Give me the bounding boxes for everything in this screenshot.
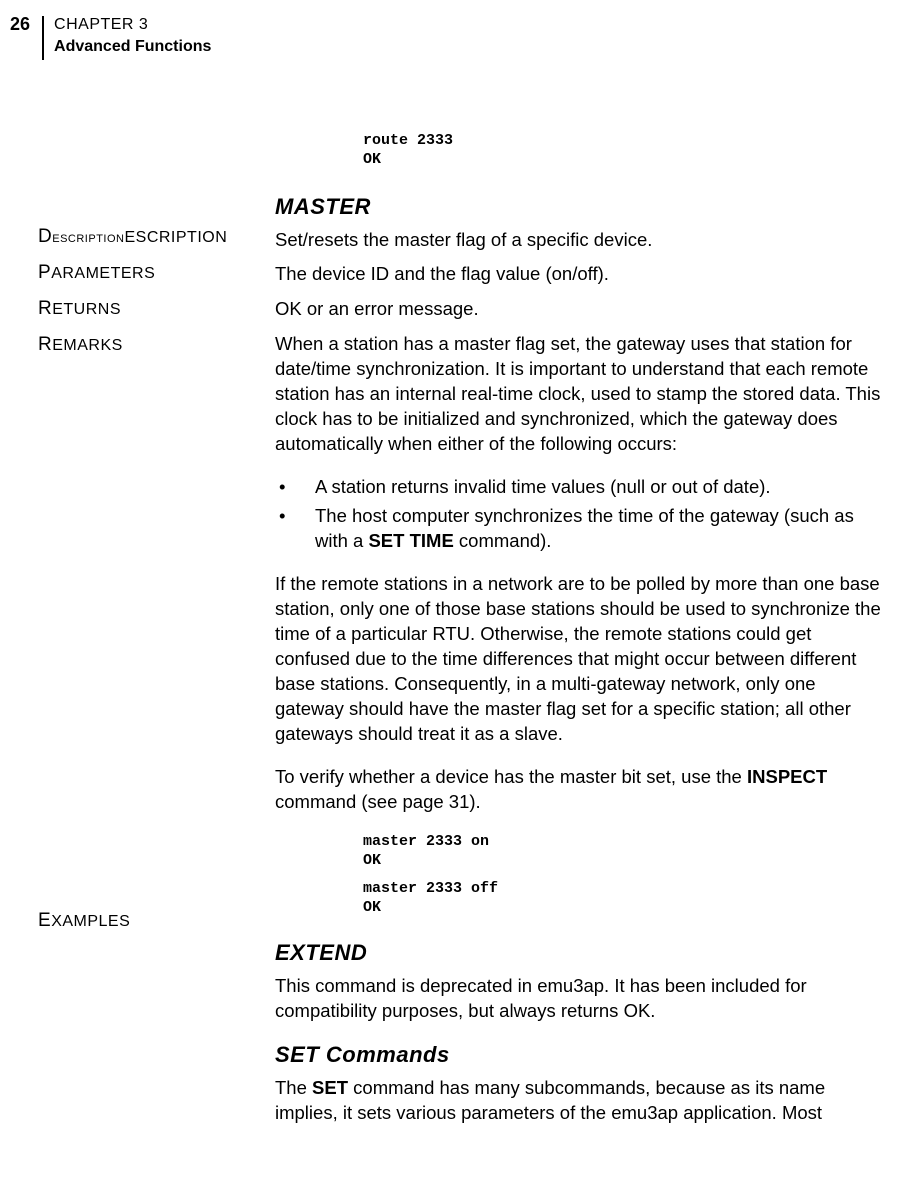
remarks-label: REMARKS: [38, 334, 258, 356]
page-number: 26: [0, 14, 42, 36]
remarks-p3: To verify whether a device has the maste…: [275, 765, 889, 815]
remarks-bullets: A station returns invalid time values (n…: [275, 475, 889, 554]
example-code-1: master 2333 on OK: [363, 833, 889, 871]
chapter-title: Advanced Functions: [54, 36, 211, 58]
set-commands-heading: SET Commands: [275, 1042, 889, 1068]
extend-heading: EXTEND: [275, 940, 889, 966]
remarks-bullet-1: A station returns invalid time values (n…: [275, 475, 889, 500]
returns-label: RETURNS: [38, 298, 258, 320]
set-bold: SET: [312, 1077, 348, 1098]
set-time-bold: SET TIME: [368, 530, 453, 551]
description-label: DescriptionESCRIPTION: [38, 226, 258, 248]
returns-text: OK or an error message.: [275, 297, 889, 322]
main-content: route 2333 OK MASTER Set/resets the mast…: [275, 132, 889, 1126]
parameters-text: The device ID and the flag value (on/off…: [275, 262, 889, 287]
description-text: Set/resets the master flag of a specific…: [275, 228, 889, 253]
examples-label: EXAMPLES: [38, 910, 258, 932]
remarks-p3b: command (see page 31).: [275, 791, 481, 812]
master-heading: MASTER: [275, 194, 889, 220]
extend-body: This command is deprecated in emu3ap. It…: [275, 974, 889, 1024]
example-code-2: master 2333 off OK: [363, 880, 889, 918]
set-commands-body: The SET command has many subcommands, be…: [275, 1076, 889, 1126]
chapter-label: CHAPTER 3: [54, 14, 211, 36]
remarks-bullet-2b: command).: [454, 530, 552, 551]
set-body-a: The: [275, 1077, 312, 1098]
route-code-block: route 2333 OK: [363, 132, 889, 170]
parameters-label: PARAMETERS: [38, 262, 258, 284]
page-header: 26 CHAPTER 3 Advanced Functions: [0, 14, 211, 60]
remarks-bullet-2: The host computer synchronizes the time …: [275, 504, 889, 554]
inspect-bold: INSPECT: [747, 766, 827, 787]
remarks-p2: If the remote stations in a network are …: [275, 572, 889, 747]
set-body-b: command has many subcommands, because as…: [275, 1077, 825, 1123]
remarks-p1: When a station has a master flag set, th…: [275, 332, 889, 457]
remarks-p3a: To verify whether a device has the maste…: [275, 766, 747, 787]
header-text: CHAPTER 3 Advanced Functions: [44, 14, 211, 57]
